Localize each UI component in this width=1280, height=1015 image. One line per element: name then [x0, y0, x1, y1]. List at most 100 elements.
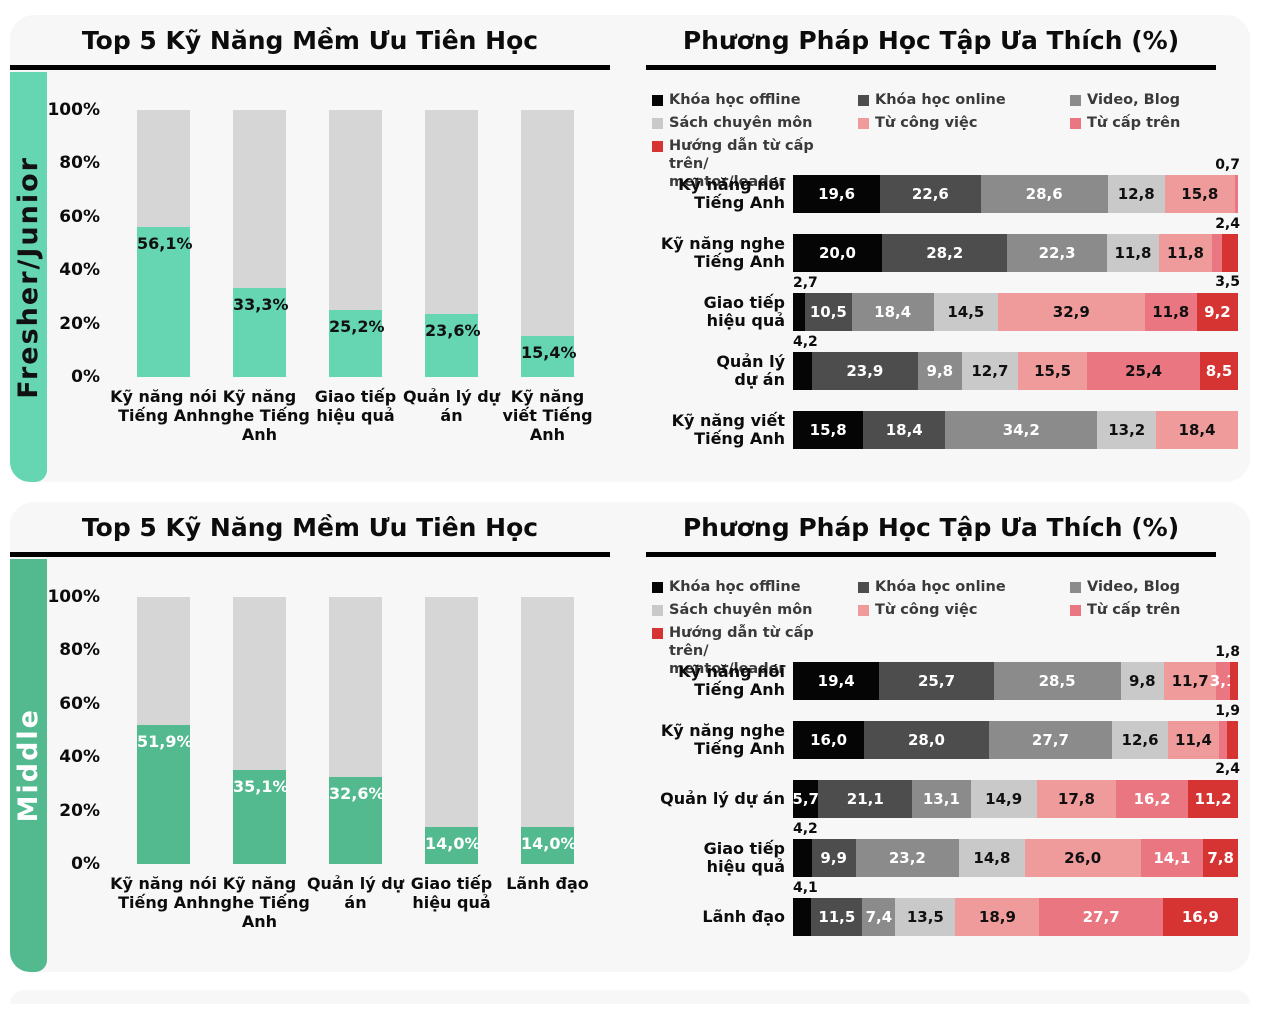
legend-item: Hướng dẫn từ cấp trên/ mentor/leader	[652, 624, 858, 678]
bar-value-label: 33,3%	[233, 295, 289, 315]
stacked-row: Giao tiếp hiệu quả 4,2 9,9 23,2 14,8 26,0 14,1…	[652, 818, 1238, 877]
segment-outside-label: 4,2	[793, 334, 818, 350]
bar-segment: 12,7	[961, 352, 1019, 390]
row-label: Kỹ năng nói Tiếng Anh	[678, 174, 785, 212]
segment-outside-label: 4,1	[793, 880, 818, 896]
bar-segment: 13,1	[912, 780, 971, 818]
stacked-bar: 4,2 23,9 9,8 12,7 15,5 25,4 8,5	[793, 334, 1238, 390]
stacked-row: Lãnh đạo 4,1 11,5 7,4 13,5 18,9 27,7 16,9	[652, 877, 1238, 936]
stacked-row: Kỹ năng nói Tiếng Anh 19,4 25,7 28,5 9,8 11,7…	[652, 641, 1240, 700]
stacked-row: Kỹ năng viết Tiếng Anh 15,8 18,4 34,2 13,2 18…	[652, 390, 1238, 449]
legend-swatch	[1070, 95, 1081, 106]
bar-segment: 25,4	[1087, 352, 1201, 390]
legend-swatch	[652, 141, 663, 152]
bar-value-label: 51,9%	[137, 732, 193, 752]
legend-swatch	[858, 605, 869, 616]
x-axis-label: Giao tiếp hiệu quả	[411, 874, 492, 936]
x-axis-label-text: Kỹ năng nghe Tiếng Anh	[209, 874, 310, 931]
stacked-bar: 16,0 28,0 27,7 12,6 11,4 1,9 2,4	[793, 703, 1240, 777]
legend-item: Khóa học online	[858, 578, 1070, 596]
bar-segment	[1222, 234, 1238, 272]
bar-segment: 9,2	[1197, 293, 1238, 331]
bar-segment: 23,2	[855, 839, 959, 877]
bar-segment: 22,6	[880, 175, 981, 213]
bar-track: 35,1%	[233, 597, 289, 864]
stacked-bar: 4,2 9,9 23,2 14,8 26,0 14,1 7,8	[793, 821, 1238, 877]
bar-segment	[1211, 234, 1223, 272]
x-axis-label: Lãnh đạo	[506, 874, 589, 936]
bar-segment: 7,4	[862, 898, 896, 936]
stacked-bar: 20,0 28,2 22,3 11,8 11,8 2,4 3,5	[793, 216, 1240, 290]
bar-segment	[793, 293, 805, 331]
segment-outside-label: 3,5	[1215, 274, 1240, 290]
bar-value-label: 32,6%	[329, 783, 385, 803]
bar-segment: 16,2	[1116, 780, 1189, 818]
bar-fill: 56,1%	[137, 227, 193, 377]
bar-segment: 25,7	[879, 662, 994, 700]
legend-label: Sách chuyên môn	[669, 115, 813, 131]
bar-value-label: 15,4%	[521, 342, 577, 362]
bar-fill: 35,1%	[233, 770, 289, 864]
bar-segment: 14,8	[958, 839, 1025, 877]
legend-column: Khóa học online Từ công việc	[858, 578, 1070, 683]
bar-segment: 11,8	[1144, 293, 1197, 331]
stacked-bar: 15,8 18,4 34,2 13,2 18,4	[793, 411, 1238, 449]
legend-item: Sách chuyên môn	[652, 601, 858, 619]
legend-label: Khóa học offline	[669, 579, 801, 595]
right-chart-title: Phương Pháp Học Tập Ưa Thích (%)	[646, 513, 1216, 557]
y-axis-tick: 20%	[59, 313, 100, 334]
bar-segment: 28,6	[980, 175, 1108, 213]
left-chart-title: Top 5 Kỹ Năng Mềm Ưu Tiên Học	[10, 513, 610, 557]
x-axis-label: Kỹ năng nói Tiếng Anh	[110, 387, 217, 449]
bar-value-label: 35,1%	[233, 777, 289, 797]
bar-segment: 28,5	[993, 662, 1121, 700]
row-label: Quản lý dự án	[716, 351, 785, 389]
legend-label: Từ cấp trên	[1087, 115, 1181, 131]
x-axis-label-text: Giao tiếp hiệu quả	[314, 387, 397, 425]
legend-swatch	[858, 118, 869, 129]
stacked-row: Quản lý dự án 4,2 23,9 9,8 12,7 15,5 25,4 8,5	[652, 331, 1238, 390]
bar-value-label: 56,1%	[137, 234, 193, 254]
x-axis-labels: Kỹ năng nói Tiếng Anh Kỹ năng nghe Tiếng …	[110, 874, 589, 936]
legend-swatch	[652, 628, 663, 639]
legend-label: Từ công việc	[875, 602, 978, 618]
row-label: Lãnh đạo	[702, 906, 785, 926]
stacked-row: Quản lý dự án 5,7 21,1 13,1 14,9 17,8 16,2 11,2	[652, 759, 1238, 818]
bar-segment: 11,8	[1106, 234, 1160, 272]
x-axis-label-text: Quản lý dự án	[306, 874, 405, 912]
x-axis-label-text: Kỹ năng nghe Tiếng Anh	[209, 387, 310, 444]
legend-item: Video, Blog	[1070, 91, 1220, 109]
stacked-row: Giao tiếp hiệu quả 2,7 10,5 18,4 14,5 32,9 11,…	[652, 272, 1238, 331]
x-axis-label-text: Giao tiếp hiệu quả	[410, 874, 493, 912]
stacked-bar: 4,1 11,5 7,4 13,5 18,9 27,7 16,9	[793, 880, 1238, 936]
legend: Khóa học offline Sách chuyên môn Hướng dẫn…	[652, 91, 1220, 196]
bar-segment: 11,7	[1164, 662, 1217, 700]
row-label: Kỹ năng nghe Tiếng Anh	[660, 720, 785, 758]
panel-fresher-junior: Top 5 Kỹ Năng Mềm Ưu Tiên Học Phương Phá…	[10, 15, 1250, 482]
legend-item: Khóa học offline	[652, 91, 858, 109]
bar-segment	[1229, 662, 1238, 700]
bar-segment: 11,2	[1188, 780, 1238, 818]
bar-value-label: 25,2%	[329, 316, 385, 336]
stacked-row: Kỹ năng nghe Tiếng Anh 20,0 28,2 22,3 11,8 11…	[652, 213, 1240, 290]
stacked-bar: 5,7 21,1 13,1 14,9 17,8 16,2 11,2	[792, 780, 1238, 818]
bar-track: 14,0%	[521, 597, 577, 864]
segment-outside-label: 2,7	[793, 275, 818, 291]
bar-segment: 18,4	[863, 411, 946, 449]
legend-swatch	[652, 118, 663, 129]
bar-segment: 21,1	[818, 780, 913, 818]
legend-label: Khóa học online	[875, 92, 1006, 108]
legend-swatch	[652, 605, 663, 616]
legend-column: Video, Blog Từ cấp trên	[1070, 578, 1220, 683]
right-chart-title: Phương Pháp Học Tập Ưa Thích (%)	[646, 26, 1216, 70]
x-axis-label: Giao tiếp hiệu quả	[315, 387, 396, 449]
bar-segment	[793, 839, 812, 877]
bar-track: 23,6%	[425, 110, 481, 377]
segment-outside-label: 1,8	[1215, 644, 1240, 660]
row-label: Giao tiếp hiệu quả	[703, 838, 785, 876]
segment-outside-label: 2,4	[1215, 216, 1240, 232]
legend-label: Hướng dẫn từ cấp trên/ mentor/leader	[669, 625, 814, 677]
legend-swatch	[858, 582, 869, 593]
bar-segment: 16,0	[793, 721, 865, 759]
legend-label: Từ công việc	[875, 115, 978, 131]
